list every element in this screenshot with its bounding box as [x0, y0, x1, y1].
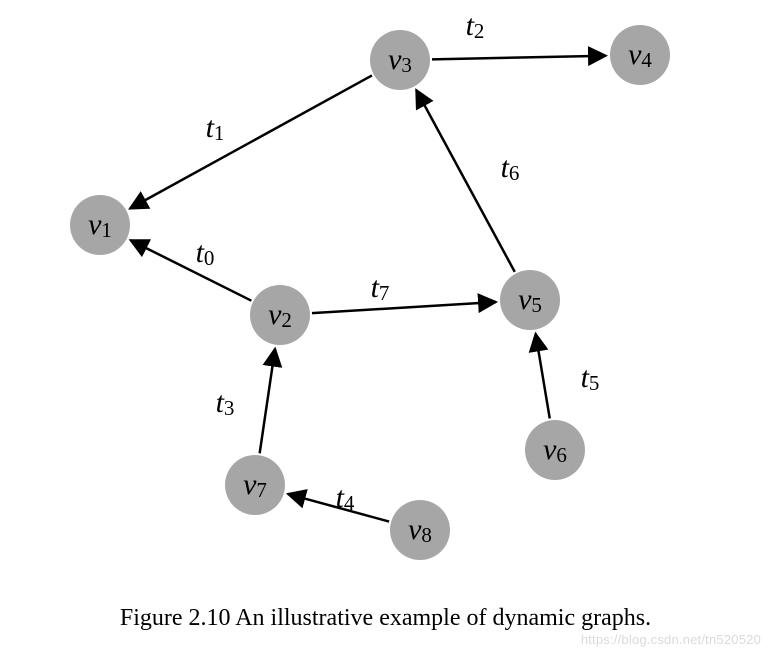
edge-label-t6: t6 [501, 151, 520, 185]
figure-caption: Figure 2.10 An illustrative example of d… [0, 605, 771, 632]
edge-v2-v5 [312, 302, 496, 313]
edge-v7-v2 [260, 349, 275, 454]
edge-label-t4: t4 [336, 481, 355, 515]
edge-v2-v1 [130, 240, 251, 300]
edge-label-t0: t0 [196, 236, 215, 270]
edge-label-t7: t7 [371, 271, 390, 305]
watermark-text: https://blog.csdn.net/tn520520 [581, 632, 761, 647]
edge-v3-v1 [130, 75, 372, 208]
edge-label-t1: t1 [206, 111, 225, 145]
edge-label-t2: t2 [466, 9, 485, 43]
dynamic-graph-diagram: t0t1t2t3t4t5t6t7v1v2v3v4v5v6v7v8 [0, 0, 771, 653]
edge-label-t5: t5 [581, 361, 600, 395]
edge-v6-v5 [536, 334, 550, 419]
edge-label-t3: t3 [216, 386, 235, 420]
edge-v3-v4 [432, 56, 606, 60]
